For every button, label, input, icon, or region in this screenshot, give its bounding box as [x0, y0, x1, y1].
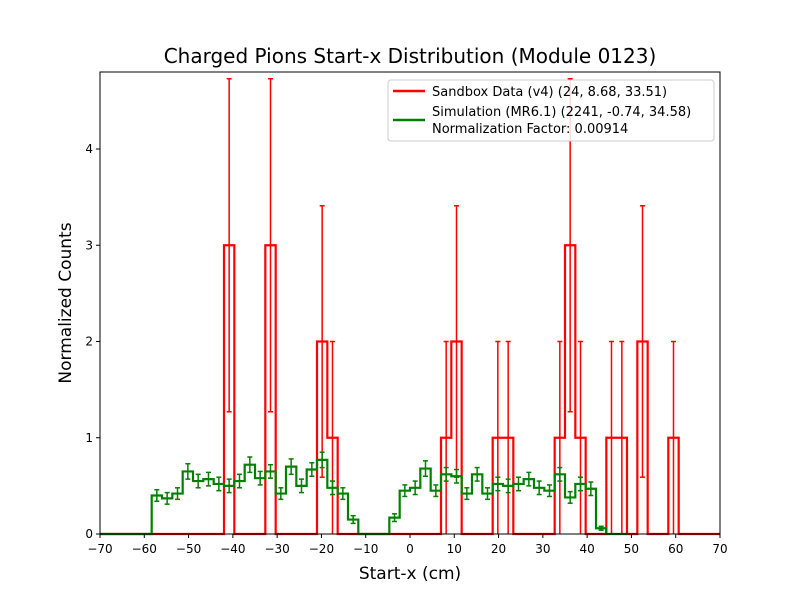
y-tick-label: 4 [85, 142, 93, 156]
legend-entry-simulation: Simulation (MR6.1) (2241, -0.74, 34.58) [432, 105, 691, 120]
x-tick-label: 50 [624, 542, 639, 556]
y-axis-label: Normalized Counts [56, 222, 76, 383]
x-tick-label: 70 [712, 542, 727, 556]
legend: Sandbox Data (v4) (24, 8.68, 33.51) Simu… [387, 79, 715, 142]
chart-title: Charged Pions Start-x Distribution (Modu… [164, 44, 657, 68]
x-tick-label: −20 [309, 542, 334, 556]
y-tick-label: 1 [85, 431, 93, 445]
x-tick-label: −60 [132, 542, 157, 556]
x-tick-label: 10 [447, 542, 462, 556]
x-tick-label: −10 [353, 542, 378, 556]
x-tick-label: −30 [264, 542, 289, 556]
series-step-line [100, 244, 720, 536]
x-tick-label: 30 [535, 542, 550, 556]
y-tick-label: 3 [85, 238, 93, 252]
legend-normalization-note: Normalization Factor: 0.00914 [432, 122, 628, 137]
series-1 [100, 451, 627, 536]
plot-frame [99, 71, 721, 535]
x-tick-label: −70 [87, 542, 112, 556]
x-tick-label: −40 [220, 542, 245, 556]
legend-entry-data: Sandbox Data (v4) (24, 8.68, 33.51) [432, 85, 667, 100]
x-axis-label: Start-x (cm) [359, 564, 461, 584]
axis-ticks: −70 −60 −50 −40 −30 −20 −10 0 10 20 30 40 50 60 70 0 1 2 3… [85, 142, 727, 556]
y-tick-label: 2 [85, 335, 93, 349]
x-tick-label: 40 [580, 542, 595, 556]
x-tick-label: 0 [406, 542, 414, 556]
plot-area [100, 77, 720, 536]
x-tick-label: −50 [176, 542, 201, 556]
x-tick-label: 60 [668, 542, 683, 556]
x-tick-label: 20 [491, 542, 506, 556]
legend-box [387, 79, 715, 142]
y-tick-label: 0 [85, 527, 93, 541]
